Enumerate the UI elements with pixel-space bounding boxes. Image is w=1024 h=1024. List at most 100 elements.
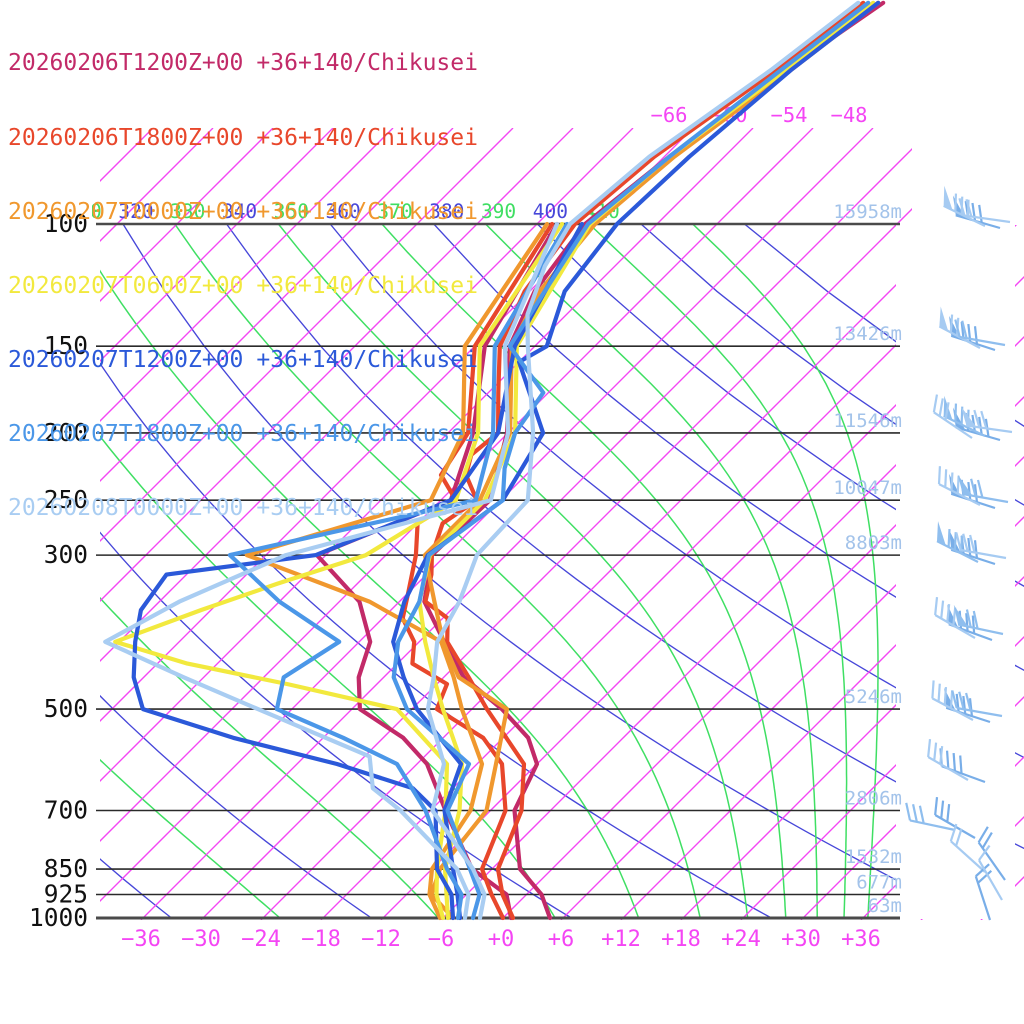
legend-entry-time: 20260207T0000Z+00 bbox=[8, 198, 244, 225]
wind-barb-tick bbox=[912, 804, 918, 823]
theta-label-400: 400 bbox=[533, 200, 568, 223]
wind-barb-tick bbox=[918, 805, 925, 824]
isotherm--6 bbox=[440, 128, 1024, 920]
pressure-label-850: 850 bbox=[44, 854, 88, 883]
theta-label-390: 390 bbox=[481, 200, 516, 223]
theta-label-310: 310 bbox=[67, 200, 102, 223]
wind-barb-tick bbox=[981, 832, 993, 849]
sounding-curves bbox=[103, 0, 886, 921]
isotherm-18 bbox=[680, 128, 1024, 920]
wind-barb-cluster-500 bbox=[931, 680, 1003, 724]
wind-barb-tick bbox=[932, 394, 939, 413]
temp-axis-label--24: −24 bbox=[241, 927, 281, 952]
legend-entry: 20260207T1200Z+00 +36+140/Chikusei bbox=[8, 346, 478, 373]
temp-axis-label-30: +30 bbox=[781, 927, 821, 952]
wind-barb-shaft bbox=[938, 483, 981, 506]
wind-barb-shaft bbox=[956, 706, 1003, 718]
height-label-150: 13426m bbox=[833, 323, 902, 345]
wind-barb-cluster-100 bbox=[943, 185, 1011, 230]
wind-barb-tick bbox=[970, 478, 977, 497]
wind-barb-cluster-150 bbox=[938, 306, 1006, 352]
wind-barb-flag bbox=[937, 521, 946, 546]
wind-barb-tick bbox=[940, 800, 945, 819]
temp-axis-label-12: +12 bbox=[601, 927, 641, 952]
legend-entry: 20260206T1200Z+00 +36+140/Chikusei bbox=[8, 51, 478, 76]
wind-barb-tick bbox=[939, 745, 944, 765]
wind-barb-flag bbox=[943, 185, 953, 211]
theta-label-370: 370 bbox=[377, 200, 412, 223]
dewpoint-curve-3 bbox=[113, 221, 565, 921]
wind-barb-tick bbox=[977, 826, 989, 843]
wind-barb-shaft bbox=[931, 697, 974, 721]
isotherm-24 bbox=[740, 128, 1024, 920]
geopotential-height-labels: 15958m 13426m 11546m 10047m 8803m 5246m 2806m 1… bbox=[833, 201, 902, 917]
wind-barb-tick bbox=[968, 698, 974, 717]
isotherm--96 bbox=[100, 128, 334, 920]
wind-barb-tick bbox=[961, 320, 968, 339]
legend-entry-time: 20260207T0600Z+00 bbox=[8, 272, 244, 299]
legend-entry-time: 20260208T0000Z+00 bbox=[8, 494, 244, 521]
pressure-label-925: 925 bbox=[44, 880, 88, 909]
wind-barb-shaft bbox=[964, 214, 1011, 224]
wind-barb-tick bbox=[946, 603, 951, 623]
wind-barb-tick bbox=[943, 686, 948, 706]
temp-axis-label--18: −18 bbox=[301, 927, 341, 952]
temp-axis-label-24: +24 bbox=[721, 927, 761, 952]
wind-barb-tick bbox=[965, 692, 972, 711]
isotherm--72 bbox=[100, 128, 574, 920]
wind-barb-tick bbox=[969, 534, 976, 553]
wind-barb-tick bbox=[965, 198, 973, 217]
wind-barb-tick bbox=[956, 475, 960, 494]
isotherm--30 bbox=[200, 128, 994, 920]
wind-barb-tick bbox=[934, 796, 939, 816]
temp-axis-label--30: −30 bbox=[181, 927, 221, 952]
legend-entry-location: +36+140/Chikusei bbox=[256, 420, 478, 447]
wind-barb-tick bbox=[951, 690, 958, 709]
height-label-200: 11546m bbox=[833, 410, 902, 432]
wind-barb-tick bbox=[978, 416, 983, 435]
dewpoint-curve-6 bbox=[103, 221, 560, 921]
legend-entry-location: +36+140/Chikusei bbox=[256, 50, 478, 77]
legend-entry: 20260207T0600Z+00 +36+140/Chikusei bbox=[8, 272, 478, 299]
wind-barb-flag bbox=[947, 604, 959, 628]
wind-barb-shaft bbox=[909, 819, 956, 832]
wind-barb-flag bbox=[957, 474, 973, 496]
wind-barb-tick bbox=[952, 607, 957, 626]
temp-axis-label--36: −36 bbox=[121, 927, 161, 952]
wind-barb-shaft bbox=[960, 548, 1007, 560]
pressure-label-1000: 1000 bbox=[29, 903, 88, 932]
wind-barb-tick bbox=[934, 596, 939, 616]
wind-barb-cluster-580 bbox=[927, 738, 986, 784]
wind-barb-column-background bbox=[896, 225, 1015, 919]
wind-barb-tick bbox=[905, 802, 912, 821]
pressure-label-250: 250 bbox=[44, 485, 88, 514]
legend-entry-location: +36+140/Chikusei bbox=[256, 198, 478, 225]
isotherm--84 bbox=[100, 128, 454, 920]
wind-barb-tick bbox=[962, 695, 967, 715]
wind-barb-flag bbox=[960, 406, 977, 427]
legend-entry-location: +36+140/Chikusei bbox=[256, 272, 478, 299]
legend-entry: 20260207T0000Z+00 +36+140/Chikusei bbox=[8, 198, 478, 225]
isotherm--36 bbox=[140, 128, 934, 920]
theta-label-380: 380 bbox=[429, 200, 464, 223]
wind-barb-tick bbox=[931, 680, 935, 699]
wind-barb-tick bbox=[954, 403, 958, 422]
temperature-axis-labels: −36 −30 −24 −18 −12 −6 +0 +6 +12 +18 +24 +30 +36 bbox=[121, 927, 881, 952]
legend-entry-time: 20260206T1200Z+00 bbox=[8, 50, 244, 77]
wind-barb-tick bbox=[954, 193, 958, 212]
temperature-curve-2 bbox=[422, 0, 881, 921]
temp-axis-label--12: −12 bbox=[361, 927, 401, 952]
wind-barb-tick bbox=[971, 615, 976, 634]
dry-adiabat-420 bbox=[640, 224, 1024, 506]
wind-barb-shaft bbox=[933, 411, 973, 439]
wind-barb-tick bbox=[944, 469, 948, 488]
legend-entry-time: 20260207T1800Z+00 bbox=[8, 420, 244, 447]
wind-barb-tick bbox=[955, 532, 962, 551]
wind-barb-cluster-400 bbox=[934, 596, 1004, 642]
height-label-100: 15958m bbox=[833, 201, 902, 223]
isotherm-top-label--66: −66 bbox=[650, 103, 687, 127]
wind-barb-tick bbox=[976, 479, 984, 498]
legend-entry-time: 20260207T1200Z+00 bbox=[8, 346, 244, 373]
